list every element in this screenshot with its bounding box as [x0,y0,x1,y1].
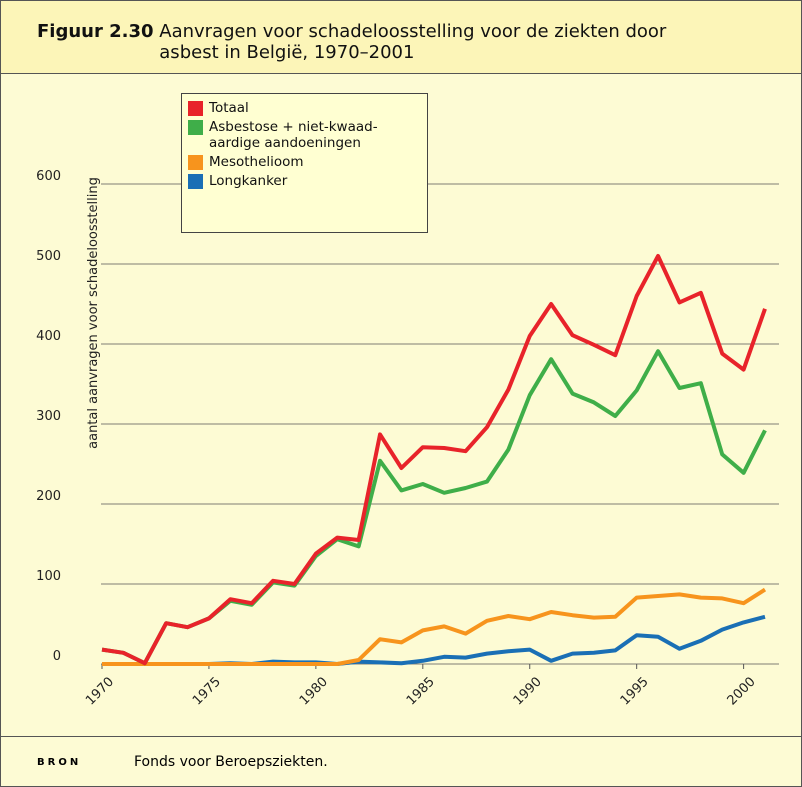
x-tick-label: 1975 [190,674,224,708]
legend-label: Mesothelioom [209,154,304,170]
series-line [101,254,767,666]
legend-swatch [188,174,203,189]
series-line [102,614,766,666]
y-tick-label: 400 [36,329,61,344]
source-label: BRON [37,757,82,768]
chart-title: Aanvragen voor schadeloosstelling voor d… [159,21,667,63]
y-tick-label: 100 [36,569,61,584]
y-tick-label: 600 [36,169,61,184]
legend-swatch [188,155,203,170]
chart: 0 100 200 300 400 500 600 1970 1975 1980 1985 1990 1… [36,169,779,708]
legend: Totaal Asbestose + niet-kwaad-aardige aan… [181,93,428,233]
header: Figuur 2.30 Aanvragen voor schadeloosste… [1,1,801,74]
legend-swatch [188,120,203,135]
x-tick-label: 1980 [297,674,331,708]
x-tick-label: 2000 [725,674,759,708]
y-tick-label: 0 [53,649,61,664]
legend-item: Totaal [188,100,421,116]
y-axis-label: aantal aanvragen voor schadeloosstelling [86,177,101,449]
series-line [102,587,767,666]
x-tick-label: 1970 [83,674,117,708]
legend-item: Asbestose + niet-kwaad-aardige aandoenin… [188,119,421,151]
legend-item: Mesothelioom [188,154,421,170]
x-tick-label: 1995 [618,674,652,708]
y-tick-label: 300 [36,409,61,424]
legend-label: Longkanker [209,173,288,189]
x-tick-label: 1985 [404,674,438,708]
footer: BRON Fonds voor Beroepsziekten. [1,736,801,786]
legend-item: Longkanker [188,173,421,189]
legend-label: Asbestose + niet-kwaad-aardige aandoenin… [209,119,378,151]
y-tick-label: 500 [36,249,61,264]
title-block: Figuur 2.30 Aanvragen voor schadeloosste… [37,21,767,63]
source-text: Fonds voor Beroepsziekten. [134,754,328,770]
series-line [101,349,767,666]
legend-swatch [188,101,203,116]
x-tick-label: 1990 [511,674,545,708]
y-tick-label: 200 [36,489,61,504]
legend-label: Totaal [209,100,249,116]
figure-label: Figuur 2.30 [37,21,154,42]
